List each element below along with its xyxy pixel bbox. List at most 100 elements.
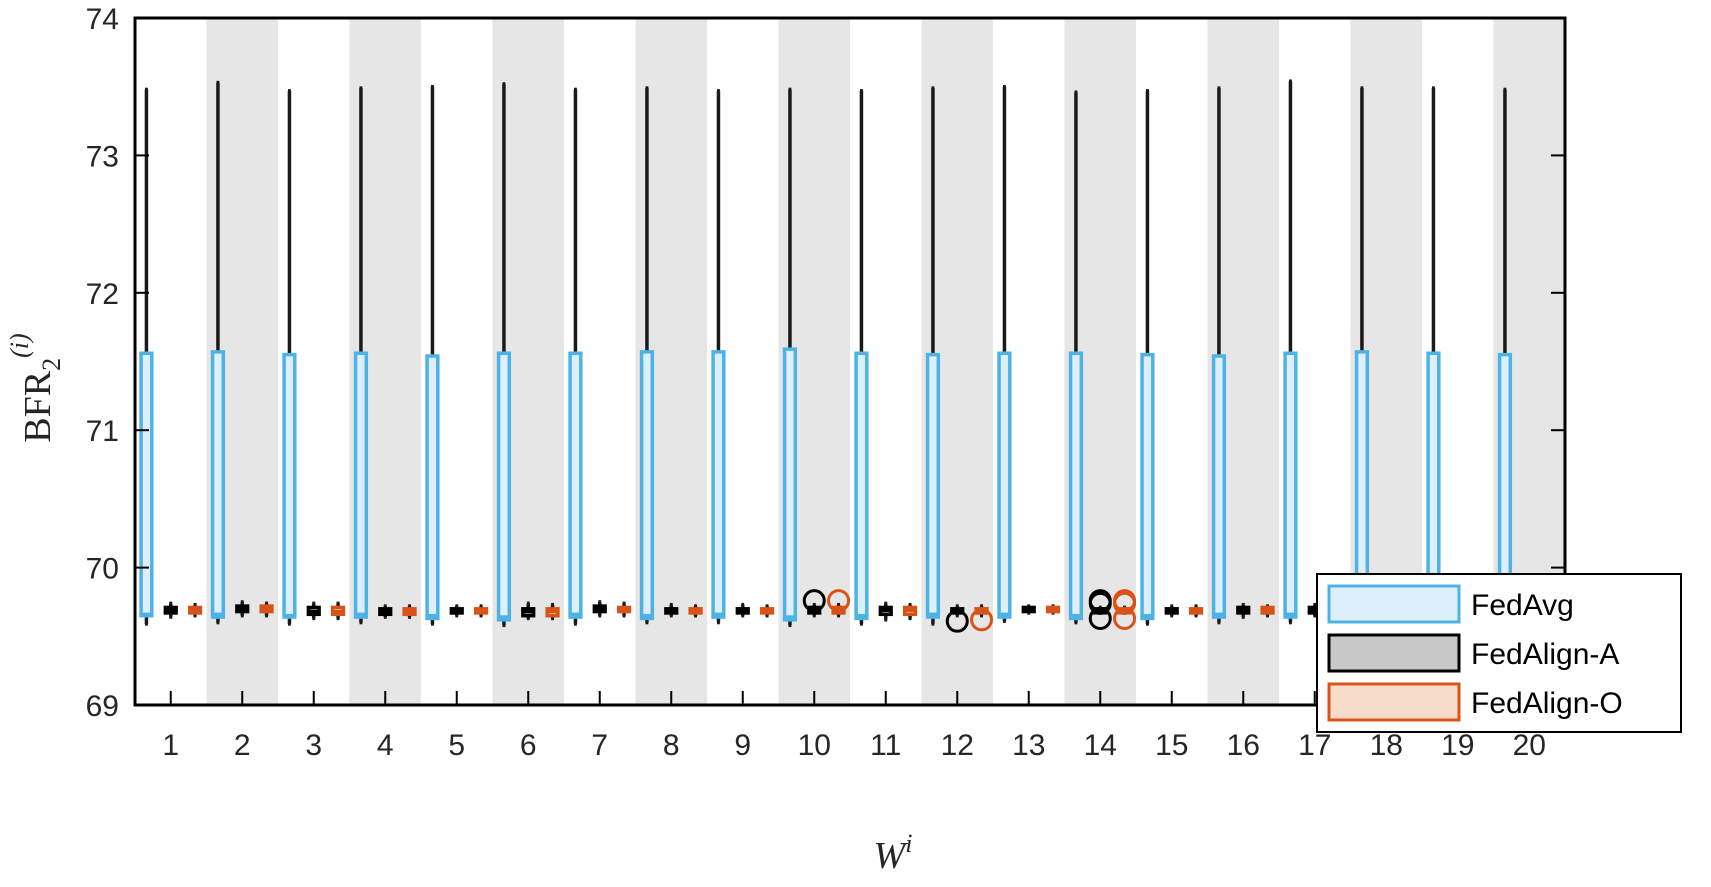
outlier-fedalign-o-14-1 <box>1113 591 1137 615</box>
box-fedavg-9 <box>711 89 726 625</box>
outlier-fedalign-a-12-0 <box>945 609 969 633</box>
box-body-fedavg-10 <box>782 347 798 622</box>
legend-label-fedalign-a: FedAlign-A <box>1471 638 1619 671</box>
box-fedavg-17 <box>1283 79 1298 625</box>
series-fedavg <box>139 79 1513 628</box>
box-fedalign-o-12 <box>970 604 994 632</box>
box-series-layer <box>139 79 1561 633</box>
x-tick-label-17: 17 <box>1298 729 1331 762</box>
box-fedalign-o-10 <box>827 589 851 618</box>
box-fedalign-o-13 <box>1045 604 1061 615</box>
box-body-fedavg-15 <box>1140 352 1155 621</box>
box-body-fedavg-4 <box>353 351 369 619</box>
outlier-fedalign-o-14-2 <box>1113 606 1137 630</box>
box-fedavg-11 <box>854 89 869 626</box>
box-fedalign-a-2 <box>235 600 250 618</box>
x-tick-label-3: 3 <box>305 729 322 762</box>
box-body-fedavg-11 <box>854 351 869 621</box>
box-fedalign-o-5 <box>473 604 489 618</box>
x-tick-label-16: 16 <box>1227 729 1260 762</box>
box-fedalign-a-8 <box>664 602 679 618</box>
legend: FedAvg FedAlign-A FedAlign-O <box>1316 573 1682 733</box>
x-tick-label-4: 4 <box>377 729 394 762</box>
legend-swatch-fedalign-o <box>1327 682 1461 722</box>
box-fedalign-o-11 <box>902 602 918 621</box>
box-fedavg-3 <box>282 89 297 626</box>
legend-swatch-fedavg <box>1327 584 1461 624</box>
x-tick-label-2: 2 <box>234 729 251 762</box>
x-tick-label-20: 20 <box>1513 729 1546 762</box>
box-fedalign-a-6 <box>521 601 536 621</box>
box-fedavg-8 <box>639 86 655 625</box>
box-fedalign-a-4 <box>378 604 393 619</box>
x-tick-label-15: 15 <box>1155 729 1188 762</box>
x-tick-label-5: 5 <box>448 729 465 762</box>
box-fedavg-7 <box>568 87 583 626</box>
box-fedalign-o-3 <box>330 601 346 621</box>
box-fedavg-1 <box>139 87 154 626</box>
y-tick-label-73: 73 <box>86 140 119 173</box>
y-tick-labels: 69 70 71 72 73 74 <box>86 3 119 723</box>
legend-label-fedavg: FedAvg <box>1471 589 1574 622</box>
y-axis-title: BFR2(i) <box>5 333 66 442</box>
box-fedavg-14 <box>1068 90 1084 625</box>
box-fedavg-12 <box>925 86 941 626</box>
y-axis-title-sub: 2 <box>37 358 66 371</box>
outlier-fedalign-o-12-0 <box>970 608 994 632</box>
x-tick-label-13: 13 <box>1012 729 1045 762</box>
y-tick-label-72: 72 <box>86 278 119 311</box>
box-fedavg-16 <box>1211 86 1227 625</box>
box-fedalign-o-8 <box>688 604 703 618</box>
box-fedalign-o-2 <box>259 601 274 618</box>
x-tick-label-11: 11 <box>870 729 901 762</box>
y-tick-label-74: 74 <box>86 3 119 36</box>
box-body-fedavg-6 <box>496 351 512 622</box>
box-fedavg-15 <box>1140 89 1155 626</box>
x-tick-label-1: 1 <box>162 729 179 762</box>
box-fedalign-o-14 <box>1113 589 1137 630</box>
outlier-fedalign-a-14-1 <box>1088 591 1112 615</box>
box-fedalign-a-5 <box>449 604 464 618</box>
box-body-fedavg-7 <box>568 351 583 619</box>
box-body-fedavg-1 <box>139 351 154 618</box>
x-tick-label-8: 8 <box>663 729 680 762</box>
box-body-fedavg-13 <box>997 351 1012 619</box>
box-fedalign-a-1 <box>163 601 178 619</box>
outlier-fedalign-a-10-0 <box>802 589 826 613</box>
box-fedavg-10 <box>782 87 798 628</box>
y-tick-label-71: 71 <box>86 415 119 448</box>
box-fedalign-a-15 <box>1164 604 1179 618</box>
box-fedalign-o-16 <box>1260 604 1275 618</box>
box-fedalign-o-4 <box>402 604 417 619</box>
y-tick-label-69: 69 <box>86 690 119 723</box>
box-body-fedavg-16 <box>1211 354 1227 619</box>
box-body-fedavg-9 <box>711 350 726 619</box>
y-axis-title-sup: (i) <box>5 333 34 358</box>
box-fedalign-o-6 <box>545 602 560 621</box>
box-fedalign-a-14 <box>1088 589 1112 630</box>
y-tick-label-70: 70 <box>86 553 119 586</box>
x-tick-label-19: 19 <box>1441 729 1474 762</box>
x-axis-title: Wi <box>874 829 913 877</box>
plot-frame <box>133 16 1567 707</box>
box-fedavg-2 <box>210 80 226 625</box>
box-fedalign-a-12 <box>945 604 969 633</box>
box-fedavg-6 <box>496 82 512 628</box>
y-axis-title-main: BFR <box>17 370 59 442</box>
box-fedavg-13 <box>997 84 1012 623</box>
x-tick-label-7: 7 <box>591 729 608 762</box>
box-fedavg-4 <box>353 86 369 625</box>
x-tick-label-18: 18 <box>1370 729 1403 762</box>
legend-swatch-fedalign-a <box>1327 633 1461 673</box>
box-fedavg-5 <box>425 84 440 626</box>
box-fedalign-a-16 <box>1236 602 1251 619</box>
outlier-fedalign-o-10-0 <box>827 589 851 613</box>
box-body-fedavg-3 <box>282 352 297 619</box>
x-tick-labels: 1 2 3 4 5 6 7 8 9 10 11 12 13 14 15 16 17 18 19 20 <box>162 729 1546 762</box>
box-fedalign-a-9 <box>735 602 750 618</box>
box-body-fedavg-14 <box>1068 351 1084 621</box>
outlier-fedalign-a-14-2 <box>1088 606 1112 630</box>
box-fedalign-a-7 <box>592 600 607 618</box>
